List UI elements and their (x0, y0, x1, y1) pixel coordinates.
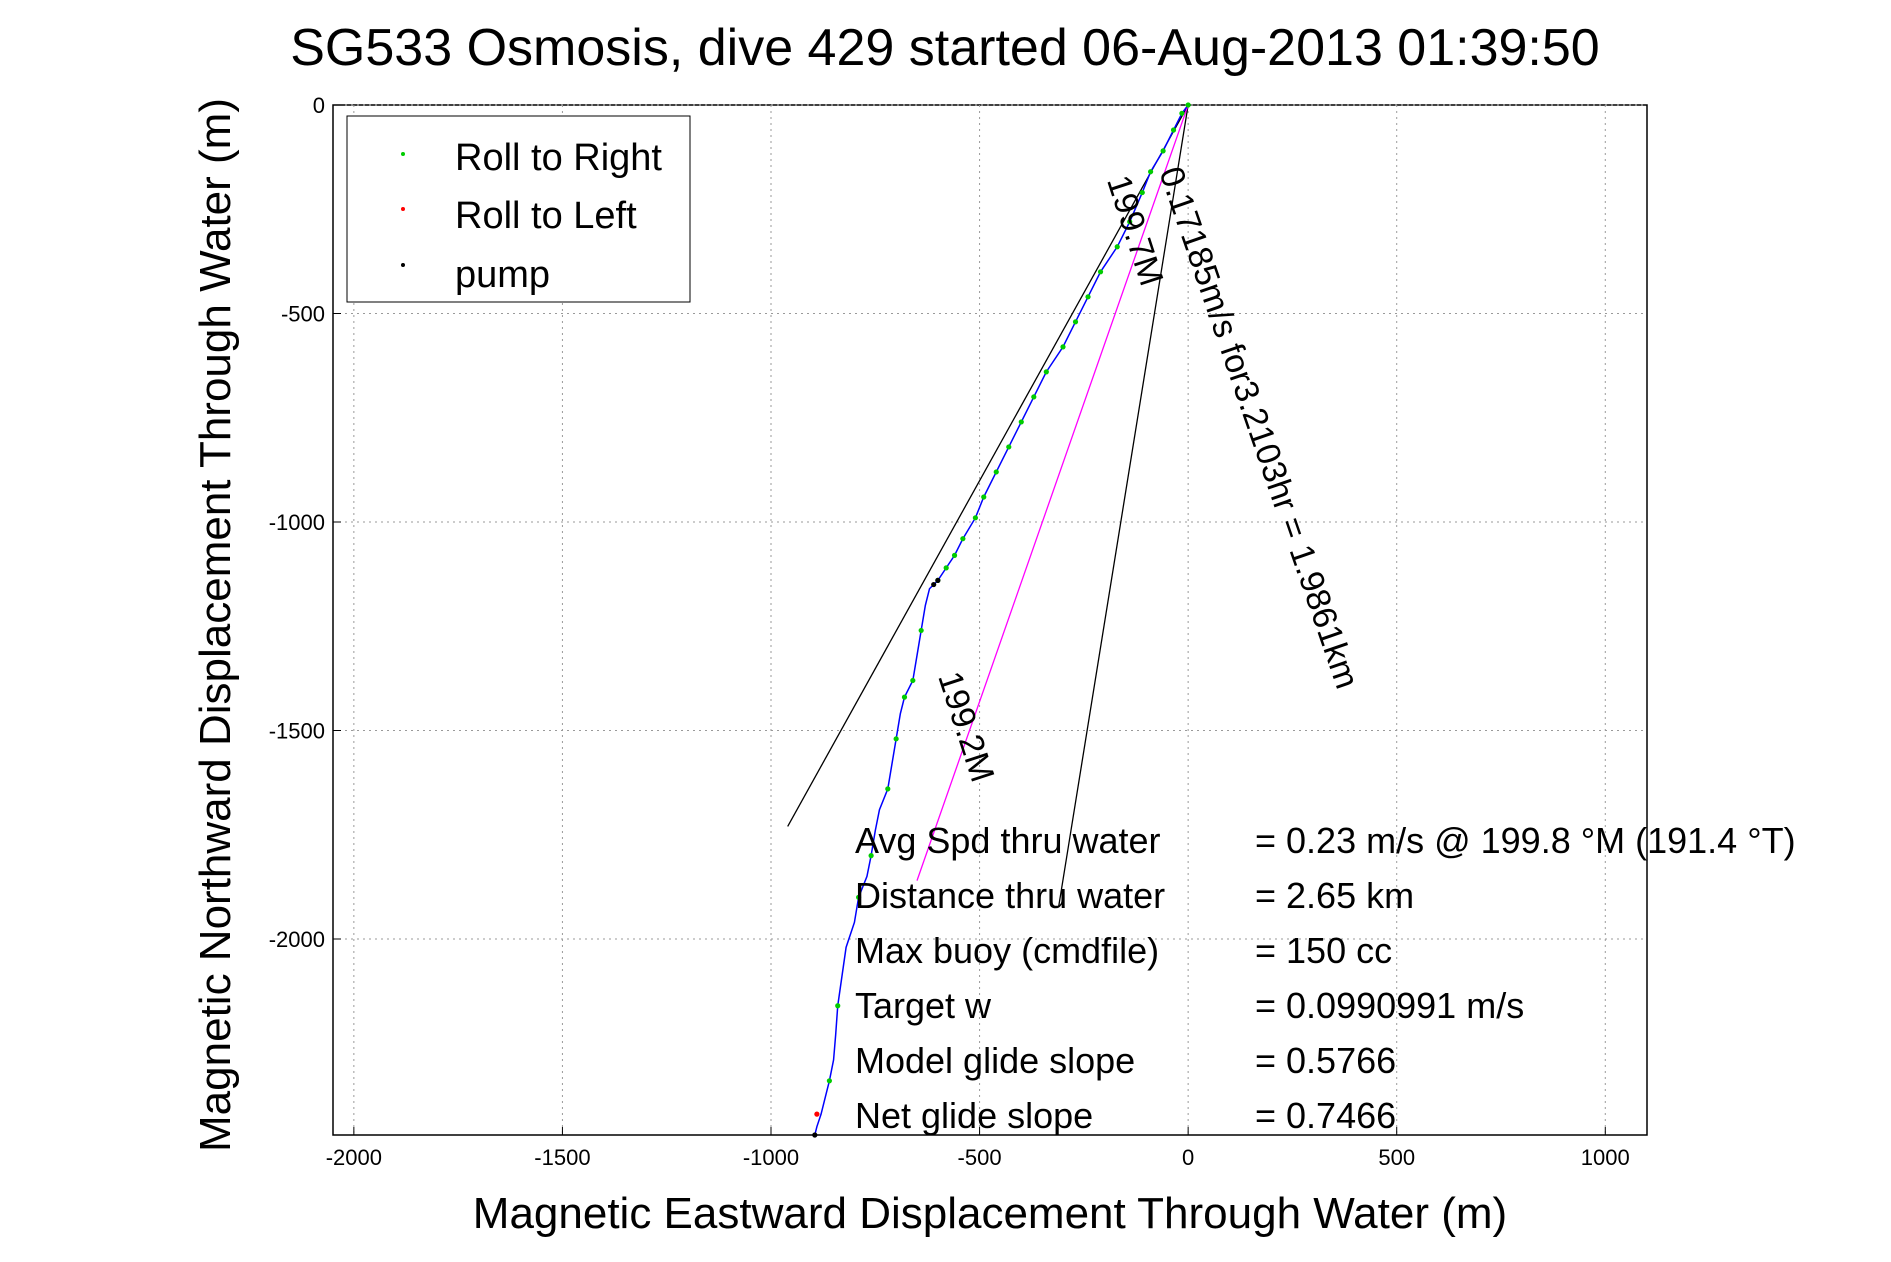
roll-right-point (1160, 148, 1166, 154)
roll-left-point (814, 1111, 820, 1117)
legend-label-pump: pump (455, 254, 550, 296)
stat-label-avg-spd: Avg Spd thru water (855, 820, 1161, 861)
roll-right-point (951, 552, 958, 558)
line-layer (787, 104, 1189, 1136)
roll-right-point (1139, 189, 1145, 196)
roll-right-point (1018, 419, 1024, 425)
stat-label-max-buoy: Max buoy (cmdfile) (855, 930, 1159, 971)
roll-right-point (893, 736, 899, 742)
legend: Roll to Right Roll to Left pump (346, 115, 691, 303)
roll-right-point (918, 627, 924, 634)
stat-label-model-glide: Model glide slope (855, 1040, 1135, 1081)
roll-right-point (1097, 269, 1104, 275)
pump-point (812, 1132, 818, 1138)
y-tick-label: -500 (281, 302, 325, 327)
reference-line (916, 104, 1189, 881)
legend-marker-pump (401, 263, 405, 267)
roll-right-point (1072, 319, 1079, 325)
reference-line (1058, 104, 1189, 906)
legend-label-roll-right: Roll to Right (455, 137, 662, 179)
roll-right-point (960, 536, 966, 542)
y-tick-label: -1000 (269, 510, 325, 535)
roll-right-point (1179, 110, 1185, 116)
roll-right-point (1185, 102, 1191, 108)
x-tick-label: -2000 (326, 1145, 382, 1170)
chart-title: SG533 Osmosis, dive 429 started 06-Aug-2… (290, 19, 1599, 77)
roll-right-point (1043, 369, 1049, 375)
y-axis-label: Magnetic Northward Displacement Through … (191, 98, 240, 1152)
roll-right-point (868, 853, 874, 859)
y-tick-label: -2000 (269, 927, 325, 952)
x-tick-label: 0 (1182, 1145, 1194, 1170)
roll-right-point (885, 786, 891, 792)
marker-layer (812, 102, 1191, 1138)
roll-right-point (981, 494, 987, 500)
stat-value-model-glide: = 0.5766 (1255, 1040, 1396, 1081)
x-tick-label: 500 (1378, 1145, 1415, 1170)
legend-label-roll-left: Roll to Left (455, 195, 637, 237)
grid-layer (333, 104, 1647, 1135)
roll-right-point (1148, 169, 1154, 175)
roll-right-point (972, 515, 979, 521)
reference-line (787, 104, 1189, 827)
stat-value-avg-spd: = 0.23 m/s @ 199.8 °M (191.4 °T) (1255, 820, 1796, 861)
stat-value-max-buoy: = 150 cc (1255, 930, 1392, 971)
y-tick-label: -1500 (269, 719, 325, 744)
x-tick-label: -1500 (534, 1145, 590, 1170)
tick-layer: -2000 -1500 -1000 -500 0 500 1000 0 -500 -1000 -15… (269, 93, 1630, 1170)
stat-value-target-w: = 0.0990991 m/s (1255, 985, 1524, 1026)
roll-right-point (1170, 127, 1177, 133)
roll-right-point (826, 1078, 833, 1084)
x-tick-label: -500 (958, 1145, 1002, 1170)
legend-marker-roll-right (401, 152, 405, 156)
pump-point (931, 581, 937, 588)
stat-label-net-glide: Net glide slope (855, 1095, 1093, 1136)
roll-right-point (1114, 244, 1120, 250)
y-tick-label: 0 (313, 93, 325, 118)
pump-point (935, 577, 941, 583)
x-tick-label: 1000 (1581, 1145, 1630, 1170)
roll-right-point (1060, 344, 1066, 350)
x-tick-label: -1000 (743, 1145, 799, 1170)
stats-block: Avg Spd thru water = 0.23 m/s @ 199.8 °M… (855, 820, 1796, 1136)
legend-marker-roll-left (401, 207, 405, 211)
roll-right-point (1031, 394, 1037, 400)
stat-label-distance: Distance thru water (855, 875, 1165, 916)
roll-right-point (1127, 219, 1133, 225)
stat-label-target-w: Target w (855, 985, 992, 1026)
stat-value-distance: = 2.65 km (1255, 875, 1414, 916)
roll-right-point (1085, 294, 1091, 300)
roll-right-point (993, 469, 999, 475)
roll-right-point (835, 1003, 841, 1009)
roll-right-point (901, 694, 908, 700)
stat-value-net-glide: = 0.7466 (1255, 1095, 1396, 1136)
roll-right-point (1006, 444, 1012, 450)
x-axis-label: Magnetic Eastward Displacement Through W… (473, 1189, 1507, 1238)
roll-right-point (856, 894, 862, 900)
roll-right-point (910, 677, 916, 684)
roll-right-point (943, 565, 949, 571)
